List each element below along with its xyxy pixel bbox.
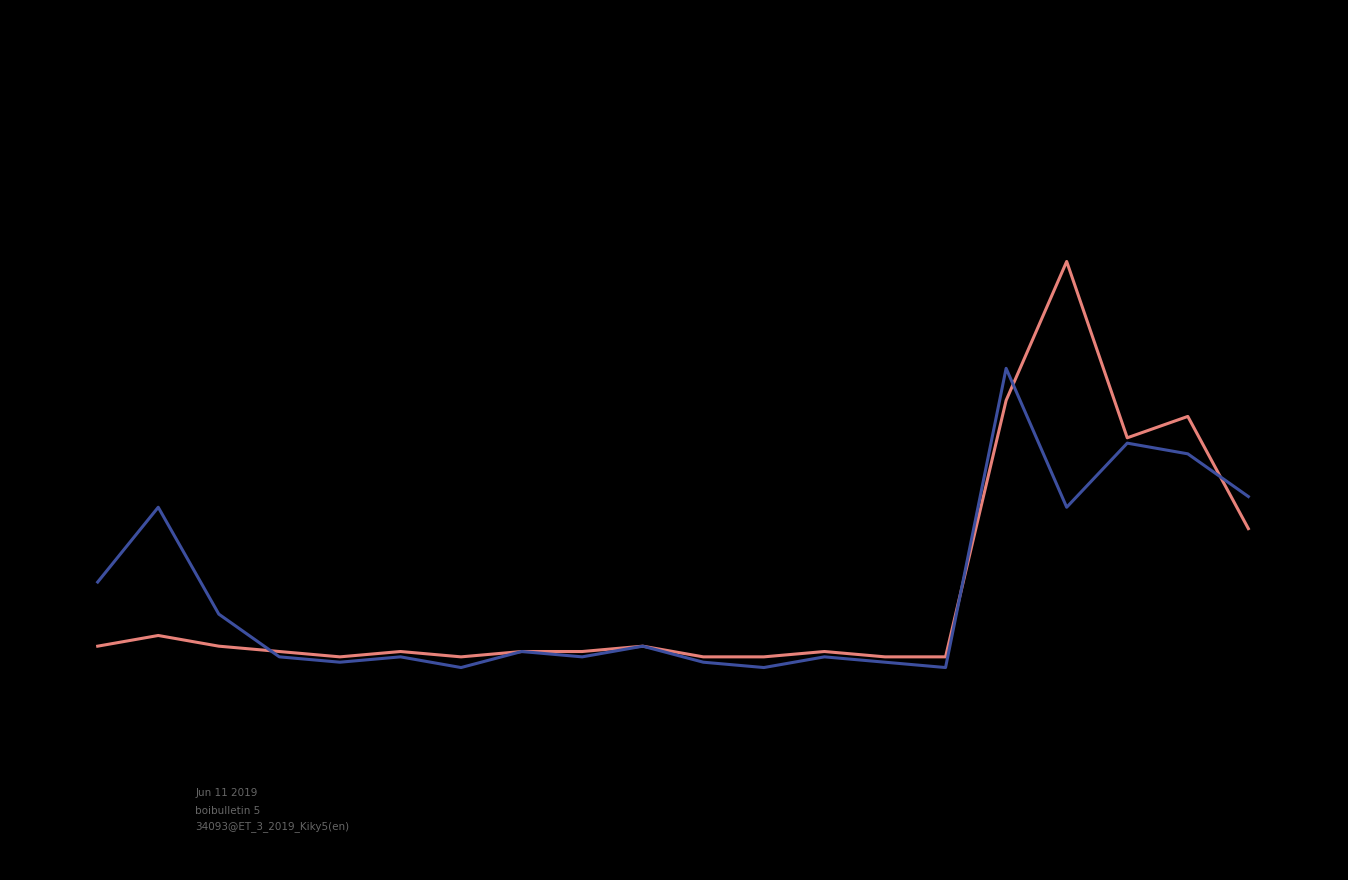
Legend:  xyxy=(257,169,270,181)
Text: Jun 11 2019: Jun 11 2019 xyxy=(195,788,257,798)
Text: boibulletin 5: boibulletin 5 xyxy=(195,806,260,816)
Text: 34093@ET_3_2019_Kiky5(en): 34093@ET_3_2019_Kiky5(en) xyxy=(195,821,349,832)
